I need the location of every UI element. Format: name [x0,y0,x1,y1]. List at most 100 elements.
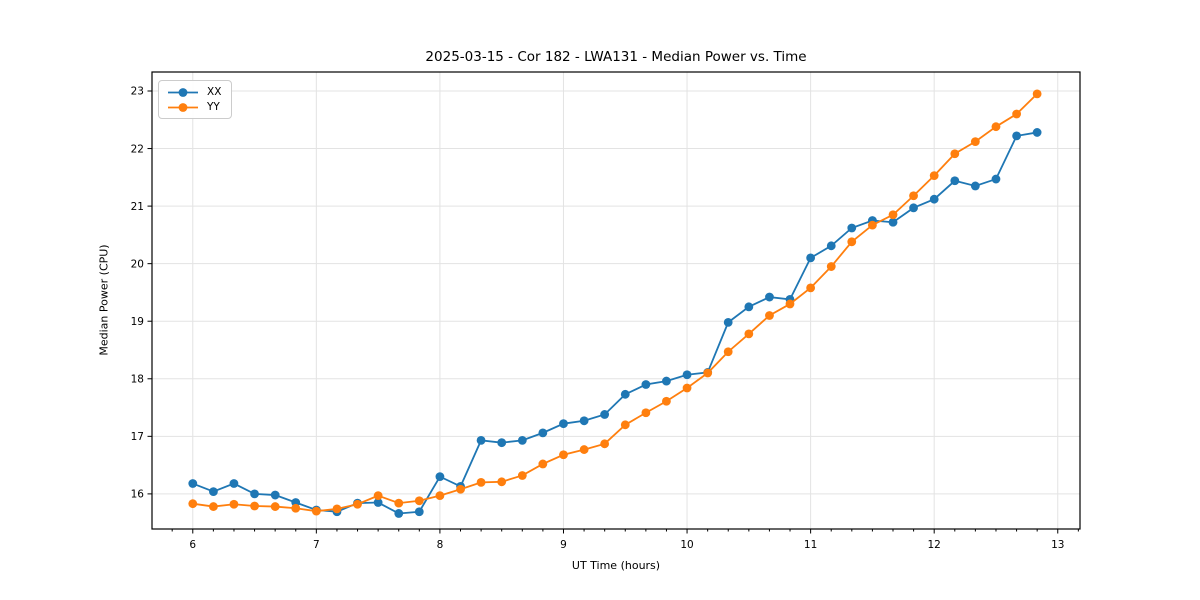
series-yy [188,89,1042,516]
axis-ticks [147,90,1079,534]
data-point [517,471,527,480]
data-point [682,370,692,380]
data-point [353,499,362,509]
data-point [785,299,795,309]
line-marker-icon [168,102,198,112]
data-point [394,498,404,508]
y-tick-label: 16 [131,489,145,501]
line-marker-icon [168,87,198,97]
data-point [868,220,877,230]
y-tick-label: 17 [131,431,144,443]
data-point [600,439,610,449]
x-tick-label: 13 [1051,539,1064,551]
x-tick-label: 6 [189,539,196,551]
data-point [373,498,383,507]
data-point [765,292,774,302]
legend-label-yy: YY [207,101,220,113]
gridlines [152,72,1080,529]
data-point [888,210,898,220]
data-point [414,496,424,506]
data-point [1032,128,1042,137]
series-line-xx [192,131,1038,515]
data-point [456,484,465,494]
data-point [641,408,651,418]
data-point [826,262,836,271]
data-point [847,237,857,247]
data-point [662,396,671,406]
data-point [909,203,918,213]
plot-border [151,71,1081,530]
series-line-yy [192,93,1038,513]
data-point [641,380,651,389]
data-point [270,502,280,511]
x-tick-label: 10 [680,539,693,551]
data-point [703,368,713,378]
data-point [765,311,774,320]
data-point [682,383,692,393]
data-point [517,435,527,445]
data-point [270,490,280,500]
data-point [1012,109,1022,119]
data-point [538,428,548,438]
data-point [806,283,816,293]
data-point [291,503,301,513]
data-point [497,477,507,487]
data-point [497,438,507,448]
legend-label-xx: XX [207,86,222,98]
x-tick-label: 8 [437,539,444,551]
data-point [373,491,383,501]
chart-title: 2025-03-15 - Cor 182 - LWA131 - Median P… [425,49,807,65]
data-point [744,329,754,339]
y-tick-label: 21 [131,201,144,213]
data-point [229,499,239,509]
data-point [929,194,939,204]
data-point [620,389,630,399]
legend[interactable]: XX YY [158,80,233,119]
x-axis-label: UT Time (hours) [571,559,661,572]
data-point [991,174,1001,184]
x-tick-label: 11 [804,539,817,551]
data-point [1032,89,1042,99]
tick-labels: 6 7 8 9 10 11 12 13 16 17 18 19 20 21 22 23 [131,86,1065,551]
data-point [950,149,960,159]
data-point [723,317,733,327]
data-point [250,501,259,511]
x-tick-label: 7 [313,539,320,551]
data-point [723,347,733,357]
data-point [970,181,980,191]
data-point [806,253,816,263]
data-point [311,506,321,516]
y-tick-label: 22 [131,143,144,155]
data-point [970,137,980,147]
data-point [332,504,342,514]
data-point [538,459,548,469]
legend-item-xx[interactable]: XX [167,86,221,98]
data-point [250,489,259,499]
data-point [579,445,589,454]
data-point [209,487,218,496]
data-point [909,191,918,201]
data-point [929,171,939,181]
data-point [991,122,1001,132]
data-point [435,491,445,501]
x-tick-label: 9 [560,539,567,551]
legend-item-yy[interactable]: YY [167,101,221,113]
y-tick-label: 18 [131,373,144,385]
data-point [662,376,671,386]
y-tick-label: 23 [131,86,144,98]
data-point [826,241,836,251]
data-point [744,302,754,312]
data-point [209,502,218,511]
data-point [188,479,198,488]
data-point [414,507,424,517]
data-point [1012,131,1022,141]
data-point [950,176,960,186]
y-tick-label: 19 [131,316,144,328]
data-point [620,420,630,430]
x-tick-label: 12 [928,539,941,551]
data-point [394,509,404,518]
data-point [888,217,898,227]
data-point [559,419,568,429]
